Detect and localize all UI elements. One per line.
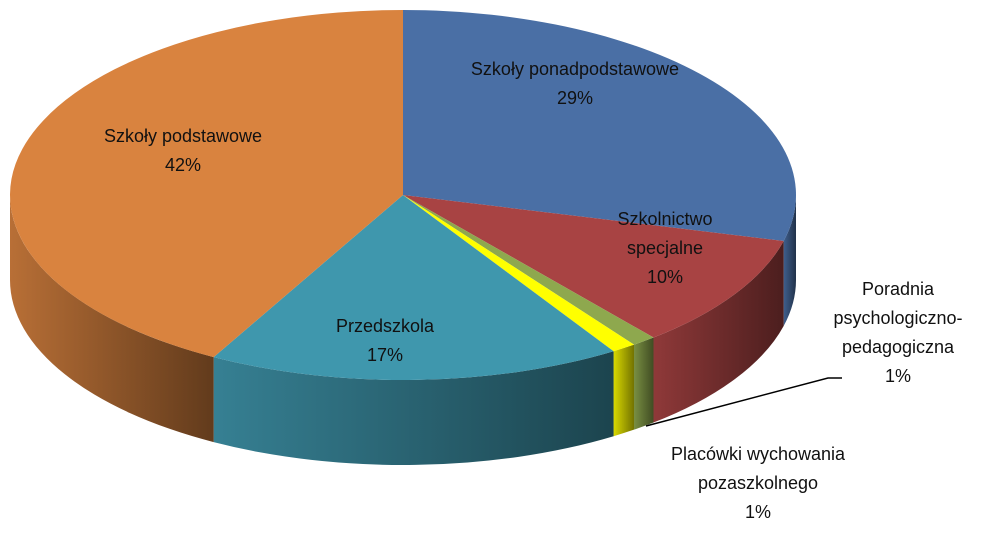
value-label: 1% [744, 502, 771, 522]
slice-side [10, 195, 214, 443]
slice-label: Placówki wychowania pozaszkolnego 1% [668, 440, 848, 527]
slice-side [653, 241, 784, 423]
category-name: Placówki wychowania pozaszkolnego [670, 444, 846, 493]
slice [403, 195, 634, 352]
slice [403, 195, 784, 338]
value-label: 10% [646, 267, 684, 287]
slice [403, 195, 654, 345]
slice-side [633, 337, 654, 430]
value-label: 42% [164, 155, 202, 175]
value-label: 1% [884, 366, 911, 386]
slice-label: Szkoły ponadpodstawowe 29% [465, 55, 685, 113]
slice [403, 10, 796, 242]
leader-line [645, 377, 842, 427]
category-name: Przedszkola [335, 316, 435, 336]
slice-label: Przedszkola 17% [310, 312, 460, 370]
slice-label: Szkolnictwo specjalne 10% [590, 205, 740, 292]
value-label: 17% [366, 345, 404, 365]
slice-label: Szkoły podstawowe 42% [53, 122, 313, 180]
category-name: Poradnia psychologiczno-pedagogiczna [833, 279, 963, 357]
slice-label: Poradnia psychologiczno-pedagogiczna 1% [808, 275, 988, 391]
slice [9, 10, 403, 358]
category-name: Szkoły ponadpodstawowe [470, 59, 680, 79]
category-name: Szkoły podstawowe [103, 126, 263, 146]
slice-side [613, 344, 634, 437]
slice [213, 195, 614, 380]
slice-side [213, 351, 614, 465]
value-label: 29% [556, 88, 594, 108]
category-name: Szkolnictwo specjalne [617, 209, 713, 258]
slice-side [783, 195, 796, 327]
